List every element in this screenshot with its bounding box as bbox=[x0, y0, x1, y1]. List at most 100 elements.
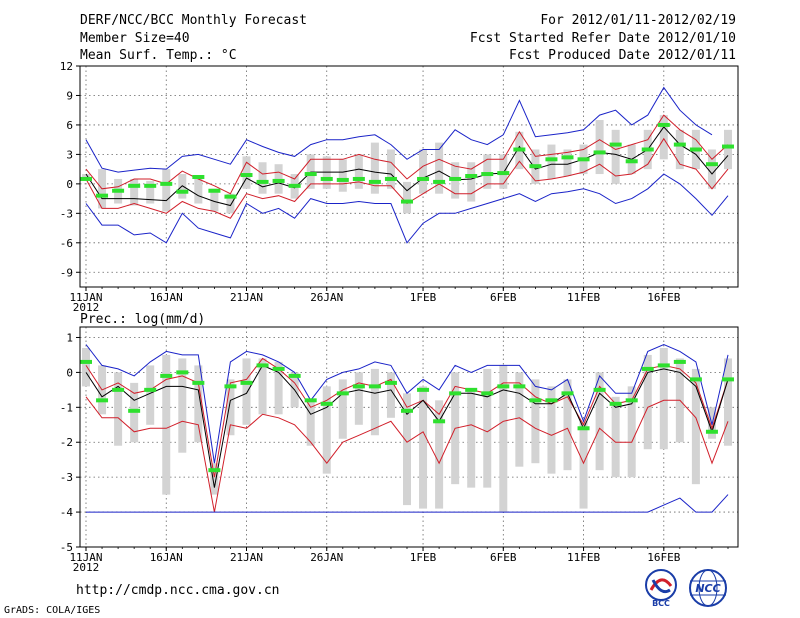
temp-ytick-label: 12 bbox=[60, 60, 73, 73]
forecast-produced-date: Fcst Produced Date 2012/01/11 bbox=[509, 48, 736, 63]
temp-median-mark bbox=[224, 194, 237, 199]
temp-median-mark bbox=[80, 176, 92, 181]
prec-median-mark bbox=[641, 366, 654, 371]
prec-iqr-box bbox=[194, 365, 203, 443]
prec-iqr-box bbox=[499, 365, 508, 513]
prec-median-mark bbox=[96, 398, 109, 403]
prec-iqr-box bbox=[178, 358, 187, 453]
prec-ytick-label: -2 bbox=[60, 436, 73, 449]
prec-iqr-box bbox=[531, 379, 540, 464]
ncc-logo-meridian bbox=[698, 569, 718, 607]
chart-title: DERF/NCC/BCC Monthly Forecast bbox=[80, 13, 307, 28]
prec-ytick-label: -3 bbox=[60, 471, 73, 484]
prec-iqr-box bbox=[659, 347, 668, 450]
temp-median-mark bbox=[256, 179, 269, 184]
temp-line-ensemble-mean bbox=[85, 126, 729, 207]
prec-median-mark bbox=[625, 398, 638, 403]
prec-median-mark bbox=[240, 380, 253, 385]
temp-median-mark bbox=[705, 162, 718, 167]
temp-median-mark bbox=[513, 147, 526, 152]
temp-iqr-box bbox=[563, 149, 572, 177]
temp-median-mark bbox=[529, 164, 542, 169]
temp-ytick-label: -6 bbox=[60, 237, 73, 250]
temp-median-mark bbox=[320, 176, 333, 181]
temp-median-mark bbox=[368, 179, 381, 184]
temp-iqr-box bbox=[483, 154, 492, 189]
prec-iqr-box bbox=[643, 354, 652, 450]
temp-iqr-box bbox=[258, 162, 267, 194]
temp-median-mark bbox=[160, 181, 173, 186]
temp-median-mark bbox=[240, 173, 253, 178]
prec-line-ensemble-max bbox=[85, 343, 729, 464]
prec-median-mark bbox=[320, 401, 333, 406]
temp-iqr-box bbox=[306, 154, 315, 189]
grads-credit: GrADS: COLA/IGES bbox=[4, 605, 101, 616]
footer-url[interactable]: http://cmdp.ncc.cma.gov.cn bbox=[76, 583, 280, 598]
temp-ytick-label: 9 bbox=[66, 89, 73, 102]
precipitation-title: Prec.: log(mm/d) bbox=[80, 312, 205, 327]
ncc-logo-text: NCC bbox=[695, 582, 720, 595]
temp-ytick-label: 6 bbox=[66, 119, 73, 132]
prec-median-mark bbox=[673, 359, 686, 364]
prec-iqr-box bbox=[386, 372, 395, 418]
temp-median-mark bbox=[449, 176, 462, 181]
prec-line-ensemble-min bbox=[86, 494, 729, 513]
prec-ytick-label: -5 bbox=[60, 541, 73, 554]
prec-median-mark bbox=[224, 384, 237, 389]
prec-line-lower-spread bbox=[85, 396, 729, 513]
prec-median-mark bbox=[657, 363, 670, 368]
prec-xtick-label: 21JAN bbox=[230, 551, 263, 564]
prec-iqr-box bbox=[338, 379, 347, 439]
temp-median-mark bbox=[401, 199, 413, 204]
prec-median-mark bbox=[433, 419, 446, 424]
bcc-logo: BCC bbox=[645, 569, 677, 608]
temp-median-mark bbox=[128, 183, 141, 188]
prec-iqr-box bbox=[258, 358, 267, 415]
temp-median-mark bbox=[577, 157, 590, 162]
temp-median-mark bbox=[288, 183, 301, 188]
prec-iqr-box bbox=[370, 368, 379, 436]
temp-median-mark bbox=[192, 174, 205, 179]
temp-iqr-box bbox=[435, 142, 444, 194]
temp-iqr-box bbox=[595, 120, 604, 175]
temp-median-mark bbox=[96, 193, 109, 198]
temp-median-mark bbox=[481, 172, 494, 177]
prec-median-mark bbox=[192, 380, 205, 385]
temp-median-mark bbox=[561, 155, 574, 160]
temp-xtick-label: 16FEB bbox=[647, 291, 680, 304]
temp-iqr-box bbox=[467, 162, 476, 202]
prec-iqr-box bbox=[226, 379, 235, 436]
prec-median-mark bbox=[304, 398, 317, 403]
bcc-logo-ring bbox=[645, 569, 677, 601]
temp-iqr-box bbox=[386, 149, 395, 189]
temp-iqr-box bbox=[354, 154, 363, 189]
temp-plot-frame bbox=[79, 65, 739, 288]
temp-xtick-label: 11FEB bbox=[567, 291, 600, 304]
temp-iqr-box bbox=[659, 115, 668, 160]
temp-median-mark bbox=[112, 188, 125, 193]
prec-median-mark bbox=[529, 398, 542, 403]
prec-median-mark bbox=[208, 468, 221, 473]
temp-ytick-label: -9 bbox=[60, 266, 73, 279]
prec-median-mark bbox=[449, 391, 462, 396]
prec-median-mark bbox=[272, 366, 285, 371]
prec-median-mark bbox=[368, 384, 381, 389]
temp-ytick-label: 3 bbox=[66, 148, 73, 161]
prec-median-mark bbox=[497, 384, 510, 389]
temp-median-mark bbox=[384, 176, 397, 181]
ncc-logo: NCC bbox=[689, 569, 727, 607]
prec-iqr-box bbox=[242, 358, 251, 425]
prec-iqr-box bbox=[691, 368, 700, 485]
temp-median-mark bbox=[545, 157, 558, 162]
prec-median-mark bbox=[352, 384, 365, 389]
prec-xtick-year: 2012 bbox=[73, 561, 100, 574]
prec-median-mark bbox=[401, 408, 413, 413]
prec-line-ensemble-mean bbox=[85, 364, 729, 488]
temp-median-mark bbox=[593, 150, 606, 155]
temp-iqr-box bbox=[611, 129, 620, 184]
temp-median-mark bbox=[657, 122, 670, 127]
temp-line-ensemble-min bbox=[85, 173, 729, 244]
temp-iqr-box bbox=[370, 142, 379, 194]
temp-median-mark bbox=[722, 144, 734, 149]
